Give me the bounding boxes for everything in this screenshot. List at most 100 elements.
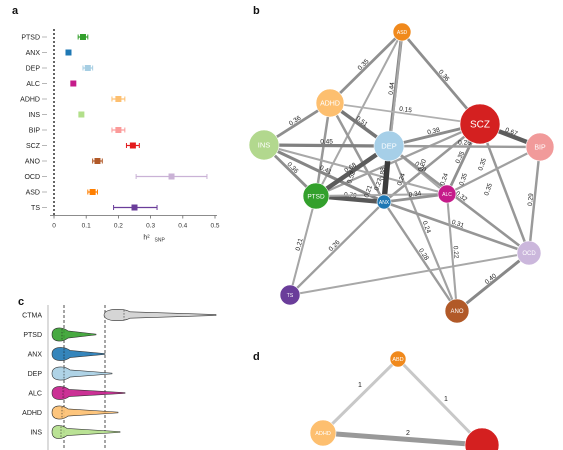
- node-label: OCD: [522, 251, 536, 257]
- network-edge: [328, 30, 404, 105]
- data-point-adhd: [115, 96, 122, 102]
- node-scz: [459, 103, 501, 145]
- y-tick-label: DEP: [26, 66, 41, 73]
- panel-letter-c: c: [18, 296, 25, 308]
- network-edge: [262, 143, 386, 204]
- data-point-ptsd: [79, 34, 86, 40]
- data-point-dep: [84, 65, 91, 71]
- network-edge: [382, 192, 449, 204]
- data-point-ano: [94, 158, 101, 164]
- edge-label: 0.21: [295, 237, 305, 251]
- network-edge: [328, 101, 386, 204]
- network-edge: [445, 192, 459, 313]
- node-alc: [437, 184, 457, 204]
- x-tick-label: 0.1: [82, 223, 91, 230]
- violin-ins: [51, 425, 121, 439]
- edge-label: 0.24: [439, 172, 450, 187]
- node-ins: [248, 129, 280, 161]
- node-label: ADHD: [320, 100, 340, 107]
- data-point-ocd: [168, 173, 175, 180]
- edge-label: 0.31: [451, 219, 466, 230]
- panel-letter-a: a: [12, 5, 19, 17]
- node-bip: [525, 132, 555, 162]
- network-edge: [387, 144, 542, 149]
- heritability-forest-plot: 0 0.1 0.2 0.3 0.4 0.5 h² SNP PTSD ANX DEP ALC ADHD IN…: [20, 29, 220, 244]
- data-point-ts: [131, 204, 138, 211]
- network-edge: [445, 145, 542, 196]
- y-tick-label: ANO: [25, 159, 41, 166]
- y-tick-label: CTMA: [22, 313, 42, 320]
- node-label: TS: [287, 293, 294, 299]
- node-label: DEP: [381, 142, 396, 151]
- network-edge: [382, 200, 459, 313]
- edge-label: 0.35: [458, 172, 469, 187]
- network-edge: [455, 251, 531, 313]
- genetic-correlation-network: 0.350.360.440.150.36 0.510.38 0.670.350.45…: [248, 22, 555, 324]
- network-edge: [288, 194, 318, 297]
- x-tick-label: 0: [52, 223, 56, 230]
- edge-label: 0.52: [346, 170, 357, 185]
- node-label: ANX: [379, 200, 390, 206]
- node-asd: [392, 22, 412, 42]
- node-ts: [279, 284, 301, 306]
- network-edge: [396, 357, 484, 447]
- edge-label: 0.24: [396, 172, 407, 187]
- data-point-ins: [78, 111, 85, 118]
- edge-label: 0.34: [408, 190, 422, 199]
- y-tick-label: INS: [30, 430, 42, 437]
- node-adhd: [309, 419, 337, 447]
- edge-label: 0.27: [373, 177, 384, 192]
- network-edge: [322, 430, 483, 448]
- data-point-anx: [65, 49, 72, 56]
- network-edge: [314, 101, 332, 198]
- network-edge: [387, 144, 531, 255]
- node-label: SCZ: [470, 120, 490, 131]
- y-tick-label: DEP: [28, 371, 43, 378]
- network-edge: [262, 143, 391, 148]
- edge-label: 0.15: [399, 106, 413, 115]
- y-tick-label: OCD: [24, 174, 40, 181]
- y-tick-label: INS: [28, 112, 40, 119]
- network-edge: [527, 145, 542, 255]
- data-point-alc: [70, 80, 77, 87]
- violin-plot: CTMA PTSD ANX DEP ALC ADHD INS: [22, 305, 217, 450]
- x-axis-label-subscript: SNP: [155, 238, 166, 244]
- node-anx: [376, 194, 392, 210]
- violin-ctma: [103, 309, 217, 321]
- data-point-asd: [89, 189, 96, 195]
- edge-label: 2: [406, 430, 410, 437]
- network-edge: [288, 200, 386, 297]
- node-label: ADHD: [315, 431, 331, 437]
- y-tick-label: ADHD: [20, 97, 40, 104]
- node-red: [464, 427, 500, 450]
- node-label: ASD: [397, 30, 408, 36]
- node-label: PTSD: [307, 193, 325, 200]
- edge-label: 0.20: [417, 158, 428, 173]
- y-tick-label: BIP: [29, 128, 41, 135]
- data-point-scz: [129, 142, 136, 149]
- x-tick-label: 0.5: [210, 223, 219, 230]
- violin-adhd: [51, 405, 119, 420]
- violin-ptsd: [51, 327, 97, 342]
- node-label: INS: [258, 141, 271, 150]
- network-edge: [321, 357, 400, 435]
- y-tick-label: ALC: [28, 391, 42, 398]
- edge-label: 0.35: [454, 150, 466, 165]
- edge-label: 0.22: [451, 246, 459, 260]
- edge-label: 0.45: [320, 138, 333, 145]
- node-ocd: [516, 240, 542, 266]
- node-ano: [444, 298, 470, 324]
- panel-letter-b: b: [253, 5, 260, 17]
- node-label: ABD: [392, 357, 403, 363]
- edge-label: 0.29: [527, 193, 535, 207]
- edge-label: 0.38: [427, 127, 441, 137]
- edge-label: 0.35: [483, 182, 494, 197]
- y-tick-label: ANX: [28, 352, 43, 359]
- edge-label: 0.24: [421, 220, 432, 235]
- node-label: ALC: [442, 192, 452, 198]
- edge-label: 0.28: [458, 139, 471, 146]
- node-label: ANO: [450, 309, 463, 315]
- y-tick-label: TS: [31, 205, 40, 212]
- y-tick-label: ALC: [26, 81, 40, 88]
- panel-letter-d: d: [253, 351, 260, 363]
